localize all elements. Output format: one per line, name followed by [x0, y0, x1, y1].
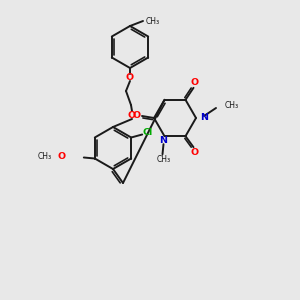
Text: O: O — [190, 148, 199, 157]
Text: O: O — [58, 152, 66, 161]
Text: O: O — [133, 110, 141, 119]
Text: Cl: Cl — [142, 128, 152, 137]
Text: CH₃: CH₃ — [146, 16, 160, 26]
Text: N: N — [160, 136, 167, 145]
Text: N: N — [200, 112, 208, 122]
Text: CH₃: CH₃ — [38, 152, 52, 161]
Text: CH₃: CH₃ — [156, 155, 171, 164]
Text: O: O — [128, 112, 136, 121]
Text: O: O — [126, 74, 134, 82]
Text: CH₃: CH₃ — [225, 101, 239, 110]
Text: O: O — [190, 78, 199, 87]
